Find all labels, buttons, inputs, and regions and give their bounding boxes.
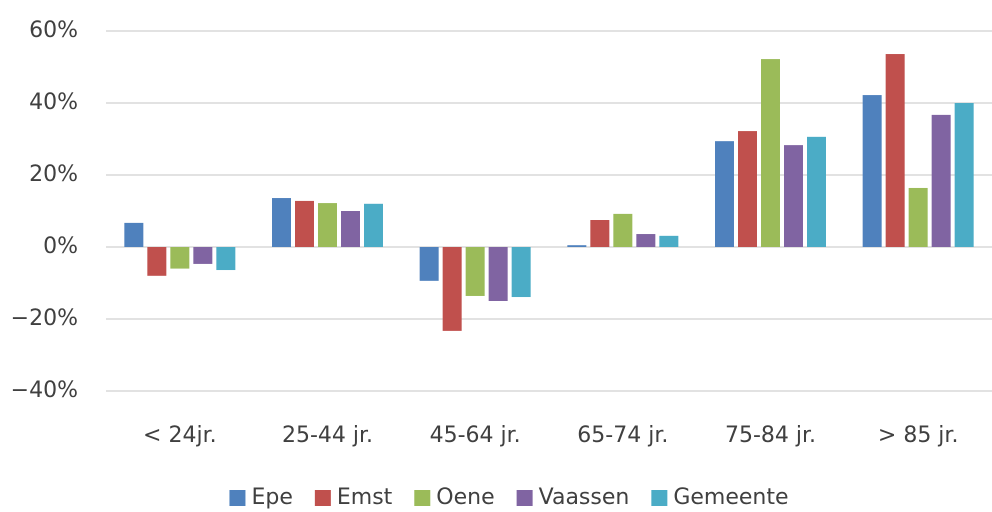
bar (341, 211, 360, 247)
bar (954, 103, 974, 247)
bar (761, 59, 780, 247)
x-tick-label: 25-44 jr. (282, 423, 373, 448)
bar (885, 54, 905, 247)
x-tick-label: > 85 jr. (878, 423, 959, 448)
bar (272, 198, 291, 247)
bar (613, 213, 633, 247)
legend-label: Oene (436, 485, 494, 510)
bar (931, 114, 951, 247)
legend-swatch (516, 490, 533, 506)
bar (590, 220, 610, 247)
legend-swatch (229, 490, 246, 506)
x-tick-label: 45-64 jr. (430, 423, 521, 448)
bar (807, 136, 826, 247)
x-tick-label: 65-74 jr. (577, 423, 668, 448)
legend-swatch (414, 490, 431, 506)
bar (908, 187, 928, 247)
bar (364, 203, 383, 247)
bar (442, 247, 462, 331)
bar (147, 247, 167, 276)
legend-label: Vaassen (539, 485, 630, 510)
bar (784, 145, 803, 247)
bar (659, 235, 679, 247)
y-tick-label: −20% (11, 306, 78, 331)
x-tick-label: 75-84 jr. (725, 423, 816, 448)
bar (862, 95, 882, 247)
bar (488, 247, 508, 301)
y-tick-label: 40% (29, 90, 78, 115)
bar (170, 247, 190, 269)
legend-label: Gemeente (673, 485, 788, 510)
y-tick-label: 60% (29, 18, 78, 43)
legend-label: Epe (251, 485, 292, 510)
bar (738, 131, 757, 247)
legend-swatch (651, 490, 668, 506)
bar (419, 247, 439, 281)
bar (295, 200, 314, 247)
bar (193, 247, 213, 264)
legend-swatch (314, 490, 331, 506)
bar (567, 245, 587, 247)
bar (715, 141, 734, 247)
bar (465, 247, 485, 296)
y-tick-label: 0% (43, 234, 78, 259)
x-tick-label: < 24jr. (143, 423, 217, 448)
y-tick-label: 20% (29, 162, 78, 187)
bar (124, 222, 144, 247)
legend-label: Emst (337, 485, 393, 510)
y-tick-label: −40% (11, 378, 78, 403)
bar (216, 247, 236, 271)
bar (636, 234, 656, 247)
bar (511, 247, 531, 298)
bar (318, 203, 337, 247)
